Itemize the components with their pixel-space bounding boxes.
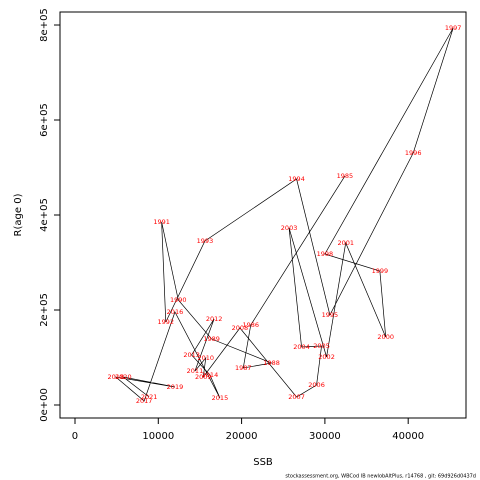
point-label: 1998: [317, 250, 334, 258]
point-label: 1991: [153, 218, 170, 226]
point-label: 2003: [281, 224, 298, 232]
point-label: 2004: [293, 343, 310, 351]
point-label: 2011: [187, 367, 204, 375]
point-label: 1987: [235, 364, 252, 372]
point-label: 2020: [115, 373, 132, 381]
point-label: 2021: [141, 393, 158, 401]
x-tick-label: 0: [72, 431, 78, 442]
y-tick-label: 4e+05: [39, 198, 50, 232]
point-label: 1993: [197, 237, 214, 245]
point-label: 2015: [212, 394, 229, 402]
point-label: 1995: [322, 311, 339, 319]
y-tick-label: 2e+05: [39, 293, 50, 327]
y-axis-label: R(age 0): [13, 193, 24, 236]
point-label: 1986: [242, 321, 259, 329]
point-label: 2001: [337, 239, 354, 247]
point-label: 1992: [158, 318, 175, 326]
point-label: 1996: [405, 149, 422, 157]
footer: stockassessment.org, WBCod IB newlobAltP…: [285, 474, 476, 480]
point-label: 1999: [372, 267, 389, 275]
x-tick-label: 30000: [309, 431, 341, 442]
point-label: 2016: [167, 308, 184, 316]
x-axis-label: SSB: [253, 457, 273, 468]
point-label: 2014: [202, 371, 219, 379]
point-label: 2019: [167, 383, 184, 391]
point-label: 2010: [198, 354, 215, 362]
x-tick-label: 40000: [392, 431, 424, 442]
point-label: 2000: [377, 333, 394, 341]
point-label: 2007: [288, 393, 305, 401]
point-label: 1985: [337, 172, 354, 180]
plot-box: [59, 11, 467, 419]
y-tick-label: 0e+00: [39, 388, 50, 422]
y-tick-label: 8e+05: [39, 8, 50, 42]
point-label: 2017: [136, 397, 153, 405]
point-label: 1994: [288, 175, 305, 183]
y-tick-label: 6e+05: [39, 103, 50, 137]
point-label: 2008: [232, 324, 249, 332]
point-label: 1997: [445, 24, 462, 32]
point-label: 2006: [308, 381, 325, 389]
x-tick-label: 10000: [142, 431, 174, 442]
point-label: 2009: [195, 373, 212, 381]
point-label: 2013: [183, 351, 200, 359]
point-label: 1989: [203, 335, 220, 343]
x-tick-label: 20000: [226, 431, 258, 442]
point-label: 1988: [263, 359, 280, 367]
point-label: 2005: [313, 342, 330, 350]
point-label: 2002: [318, 353, 335, 361]
trajectory: [114, 27, 454, 402]
point-label: 2012: [206, 315, 223, 323]
point-label: 2018: [108, 373, 125, 381]
point-label: 1990: [170, 296, 187, 304]
